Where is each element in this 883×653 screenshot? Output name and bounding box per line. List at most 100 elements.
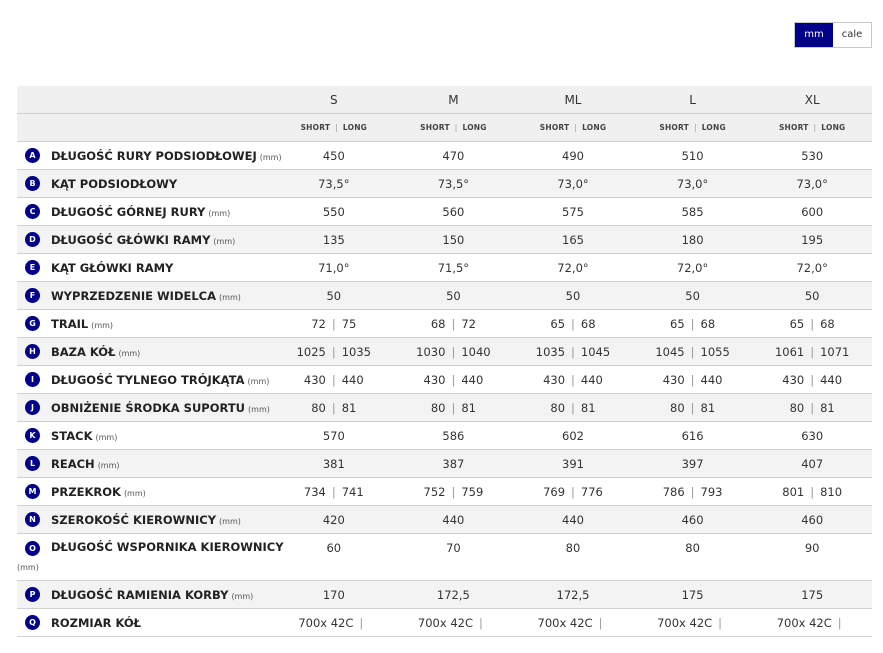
- size-ml-header[interactable]: ML: [564, 92, 582, 107]
- short-value: 460: [681, 512, 704, 527]
- value-cell: 165: [513, 233, 633, 247]
- short-value: 752: [423, 484, 446, 499]
- long-value: 1045: [580, 344, 611, 359]
- value-cell: 1061 | 1071: [752, 345, 872, 359]
- dimension-label: STACK (mm): [51, 429, 117, 443]
- long-label: LONG: [342, 123, 368, 132]
- value-cell: 700x 42C |: [274, 616, 394, 630]
- short-value: 80: [550, 400, 566, 415]
- row-label: G TRAIL (mm): [17, 310, 274, 337]
- long-value: 1071: [820, 344, 850, 359]
- table-row: P DŁUGOŚĆ RAMIENIA KORBY (mm) 170 172,5 172,5…: [17, 581, 872, 609]
- short-value: 570: [322, 428, 345, 443]
- short-label: SHORT: [300, 123, 331, 132]
- table-row: I DŁUGOŚĆ TYLNEGO TRÓJKĄTA (mm) 430 | 440 430 |…: [17, 366, 872, 394]
- size-m-header[interactable]: M: [448, 92, 459, 107]
- value-cell: 430 | 440: [752, 373, 872, 387]
- separator: |: [571, 372, 575, 387]
- geometry-table: S M ML L XL SHORT | LONG SHORT | LONG SHORT | LONG SH…: [17, 86, 872, 637]
- dimension-badge-b: B: [25, 176, 40, 191]
- long-value: 68: [820, 316, 835, 331]
- separator: |: [571, 316, 575, 331]
- row-label: I DŁUGOŚĆ TYLNEGO TRÓJKĄTA (mm): [17, 366, 274, 393]
- long-value: 440: [820, 372, 843, 387]
- short-value: 440: [442, 512, 465, 527]
- long-value: 793: [700, 484, 723, 499]
- short-value: 135: [322, 232, 345, 247]
- unit-label: (mm): [97, 460, 120, 470]
- unit-label: (mm): [213, 236, 236, 246]
- short-value: 630: [801, 428, 824, 443]
- value-cell: 616: [633, 429, 753, 443]
- row-label: F WYPRZEDZENIE WIDELCA (mm): [17, 282, 274, 309]
- short-value: 397: [681, 456, 704, 471]
- long-value: 440: [341, 372, 364, 387]
- short-value: 195: [801, 232, 824, 247]
- inch-unit-button[interactable]: cale: [833, 23, 871, 47]
- value-cell: 430 | 440: [394, 373, 514, 387]
- dimension-label: DŁUGOŚĆ RURY PODSIODŁOWEJ (mm): [51, 149, 282, 163]
- separator: |: [574, 123, 578, 132]
- long-value: 440: [580, 372, 603, 387]
- row-label: D DŁUGOŚĆ GŁÓWKI RAMY (mm): [17, 226, 274, 253]
- value-cell: 801 | 810: [752, 485, 872, 499]
- short-value: 72,0°: [557, 260, 589, 275]
- value-cell: 80 | 81: [513, 401, 633, 415]
- size-s-header[interactable]: S: [329, 92, 338, 107]
- table-row: B KĄT PODSIODŁOWY 73,5° 73,5° 73,0° 73,0° 73,0…: [17, 170, 872, 198]
- separator: |: [690, 400, 695, 415]
- dimension-badge-a: A: [25, 148, 40, 163]
- short-value: 65: [789, 316, 805, 331]
- value-cell: 71,0°: [274, 261, 394, 275]
- long-value: 81: [580, 400, 596, 415]
- separator: |: [478, 615, 483, 630]
- long-value: 68: [700, 316, 716, 331]
- value-cell: 769 | 776: [513, 485, 633, 499]
- short-label: SHORT: [659, 123, 689, 132]
- long-label: LONG: [462, 123, 487, 132]
- short-value: 575: [562, 204, 584, 219]
- value-cell: 470: [394, 149, 514, 163]
- dimension-label: DŁUGOŚĆ GŁÓWKI RAMY (mm): [51, 233, 235, 247]
- table-row: G TRAIL (mm) 72 | 75 68 | 72 65 | 68 65 | 68 65 | 68: [17, 310, 872, 338]
- size-xl-header[interactable]: XL: [804, 92, 820, 107]
- size-l-header[interactable]: L: [689, 92, 696, 107]
- value-cell: 734 | 741: [274, 485, 394, 499]
- dimension-badge-c: C: [25, 204, 40, 219]
- dimension-label: DŁUGOŚĆ GÓRNEJ RURY (mm): [51, 205, 230, 219]
- short-value: 700x 42C: [417, 615, 473, 630]
- short-label: SHORT: [420, 123, 450, 132]
- short-value: 430: [423, 372, 446, 387]
- short-value: 72,0°: [796, 260, 828, 275]
- dimension-badge-n: N: [25, 512, 40, 527]
- dimension-label: WYPRZEDZENIE WIDELCA (mm): [51, 289, 241, 303]
- value-cell: 586: [394, 429, 514, 443]
- mm-unit-button[interactable]: mm: [795, 23, 833, 47]
- value-cell: 1035 | 1045: [513, 345, 633, 359]
- short-value: 586: [442, 428, 465, 443]
- short-value: 80: [565, 541, 581, 555]
- long-value: 81: [341, 400, 357, 415]
- short-value: 80: [685, 541, 700, 555]
- value-cell: 195: [752, 233, 872, 247]
- value-cell: 397: [633, 457, 753, 471]
- row-label: L REACH (mm): [17, 450, 274, 477]
- table-row: M PRZEKROK (mm) 734 | 741 752 | 759 769 | 776 786 | 79…: [17, 478, 872, 506]
- dimension-badge-d: D: [25, 232, 40, 247]
- short-value: 73,0°: [676, 176, 709, 191]
- short-long-label: SHORT | LONG: [394, 123, 514, 132]
- dimension-badge-p: P: [25, 587, 40, 602]
- dimension-name: BAZA KÓŁ: [51, 344, 116, 359]
- short-long-label: SHORT | LONG: [752, 123, 872, 132]
- value-cell: 60: [274, 541, 394, 555]
- short-value: 550: [322, 204, 345, 219]
- short-value: 430: [782, 372, 805, 387]
- unit-label: (mm): [17, 563, 39, 572]
- short-value: 50: [326, 288, 342, 303]
- table-row: D DŁUGOŚĆ GŁÓWKI RAMY (mm) 135 150 165 180 195: [17, 226, 872, 254]
- value-cell: 550: [274, 205, 394, 219]
- dimension-name: DŁUGOŚĆ GŁÓWKI RAMY: [51, 232, 211, 247]
- separator: |: [813, 123, 817, 132]
- unit-label: (mm): [118, 348, 141, 358]
- short-value: 510: [681, 148, 704, 163]
